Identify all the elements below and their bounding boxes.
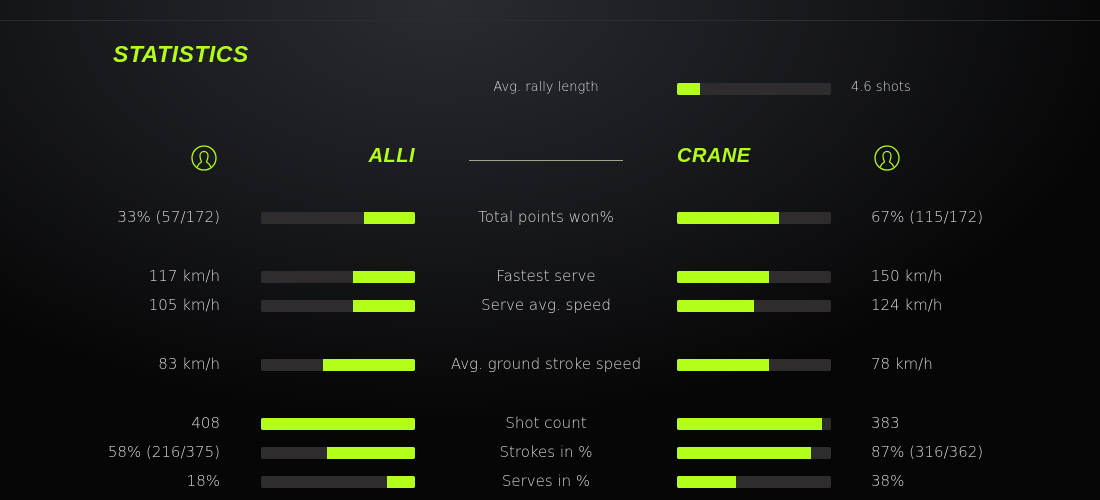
user-circle-icon: [191, 145, 217, 171]
left-value: 18%: [186, 472, 220, 490]
left-value: 105 km/h: [148, 296, 220, 314]
left-bar: [261, 476, 415, 488]
stat-label: Avg. ground stroke speed: [450, 355, 642, 373]
bar-fill: [364, 212, 415, 224]
stat-row: 117 km/h Fastest serve 150 km/h: [0, 267, 1100, 287]
right-bar: [677, 359, 831, 371]
bar-fill: [677, 271, 770, 283]
bar-fill: [677, 83, 701, 95]
right-bar: [677, 447, 831, 459]
bar-fill: [322, 359, 415, 371]
header-divider: [469, 160, 623, 161]
player-name-right: CRANE: [677, 145, 751, 167]
stat-row: 408 Shot count 383: [0, 414, 1100, 434]
right-value: 67% (115/172): [871, 208, 984, 226]
right-value: 38%: [871, 472, 905, 490]
left-value: 408: [191, 414, 220, 432]
stat-row: 18% Serves in % 38%: [0, 472, 1100, 492]
rally-bar: [677, 83, 831, 95]
stat-label: Strokes in %: [499, 443, 593, 461]
bar-fill: [353, 300, 415, 312]
right-value: 87% (316/362): [871, 443, 984, 461]
right-value: 150 km/h: [871, 267, 943, 285]
top-divider: [0, 20, 1100, 21]
bar-fill: [677, 359, 770, 371]
stat-label: Shot count: [505, 414, 587, 432]
stat-row: 83 km/h Avg. ground stroke speed 78 km/h: [0, 355, 1100, 375]
left-bar: [261, 418, 415, 430]
left-value: 33% (57/172): [117, 208, 220, 226]
stat-label: Serves in %: [501, 472, 591, 490]
left-value: 117 km/h: [148, 267, 220, 285]
left-value: 58% (216/375): [107, 443, 220, 461]
bar-fill: [327, 447, 415, 459]
user-circle-icon: [874, 145, 900, 171]
page-title: STATISTICS: [113, 41, 249, 67]
stat-row: 105 km/h Serve avg. speed 124 km/h: [0, 296, 1100, 316]
right-bar: [677, 212, 831, 224]
left-bar: [261, 271, 415, 283]
bar-fill: [387, 476, 415, 488]
left-bar: [261, 447, 415, 459]
player-name-left: ALLI: [368, 145, 415, 167]
stat-label: Fastest serve: [496, 267, 596, 285]
right-bar: [677, 300, 831, 312]
stat-label: Serve avg. speed: [481, 296, 611, 314]
right-value: 124 km/h: [871, 296, 943, 314]
right-value: 383: [871, 414, 900, 432]
left-bar: [261, 300, 415, 312]
right-bar: [677, 418, 831, 430]
left-value: 83 km/h: [158, 355, 220, 373]
bar-fill: [353, 271, 415, 283]
rally-row: Avg. rally length 4.6 shots: [0, 79, 1100, 99]
rally-value: 4.6 shots: [851, 80, 911, 95]
left-bar: [261, 359, 415, 371]
bar-fill: [677, 418, 822, 430]
right-value: 78 km/h: [871, 355, 933, 373]
bar-fill: [677, 300, 754, 312]
left-bar: [261, 212, 415, 224]
stat-row: 33% (57/172) Total points won% 67% (115/…: [0, 208, 1100, 228]
right-bar: [677, 476, 831, 488]
right-bar: [677, 271, 831, 283]
bar-fill: [677, 212, 779, 224]
bar-fill: [261, 418, 415, 430]
stat-label: Total points won%: [478, 208, 614, 226]
stat-row: 58% (216/375) Strokes in % 87% (316/362): [0, 443, 1100, 463]
bar-fill: [677, 476, 736, 488]
bar-fill: [677, 447, 811, 459]
stat-label: Avg. rally length: [493, 80, 599, 95]
